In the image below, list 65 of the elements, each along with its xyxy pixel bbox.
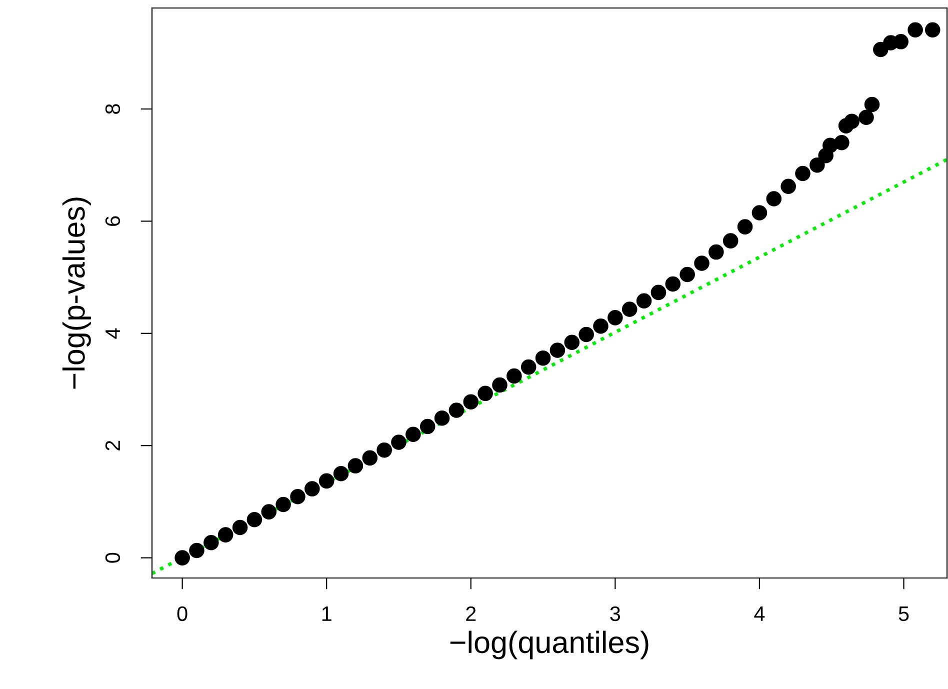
point (276, 496, 291, 512)
point (348, 458, 364, 474)
point (810, 157, 825, 173)
y-tick-label: 0 (105, 552, 120, 563)
point (752, 205, 768, 220)
x-tick-label: 1 (322, 606, 332, 621)
point (564, 334, 580, 350)
point (246, 512, 262, 528)
point (261, 504, 277, 520)
point (506, 368, 522, 384)
point (204, 535, 219, 550)
y-tick-label: 4 (106, 328, 120, 339)
x-tick-label: 0 (177, 606, 188, 622)
point (893, 34, 909, 50)
point (391, 434, 406, 450)
point (520, 359, 536, 375)
point (218, 527, 234, 542)
x-axis-title: −log(quantiles) (450, 630, 648, 660)
point (174, 550, 190, 566)
point (232, 520, 248, 536)
x-tick-label: 4 (754, 606, 765, 621)
point (420, 418, 436, 434)
point (795, 166, 810, 182)
point (680, 266, 695, 282)
x-tick-label: 2 (466, 606, 476, 621)
point (463, 394, 479, 410)
point (434, 410, 450, 426)
point (492, 377, 508, 393)
point (333, 466, 349, 482)
point (858, 110, 874, 126)
y-tick-label: 8 (105, 104, 120, 114)
point (650, 284, 666, 300)
point (722, 233, 738, 248)
point (362, 450, 378, 466)
point (924, 22, 940, 38)
y-tick-label: 2 (105, 440, 120, 450)
point (694, 256, 710, 271)
point (318, 473, 334, 489)
point (478, 386, 493, 402)
point (766, 191, 782, 206)
point (550, 342, 566, 358)
point (535, 350, 551, 366)
point (908, 22, 923, 38)
point (708, 244, 724, 260)
point (864, 96, 880, 112)
y-axis-title: −log(p-values) (62, 198, 91, 389)
point (780, 178, 796, 194)
y-tick-label: 6 (105, 216, 120, 226)
point (665, 276, 681, 292)
point (622, 302, 638, 317)
point (608, 310, 623, 326)
point (290, 489, 306, 504)
point (636, 293, 652, 308)
x-tick-label: 3 (610, 606, 620, 622)
point (304, 481, 320, 496)
x-tick-label: 5 (898, 606, 909, 622)
point (406, 426, 421, 442)
point (376, 442, 392, 458)
point (448, 402, 464, 418)
point (844, 114, 860, 129)
point (737, 219, 753, 234)
point (593, 318, 608, 334)
point (834, 135, 850, 150)
point (189, 542, 204, 558)
point (578, 326, 594, 342)
